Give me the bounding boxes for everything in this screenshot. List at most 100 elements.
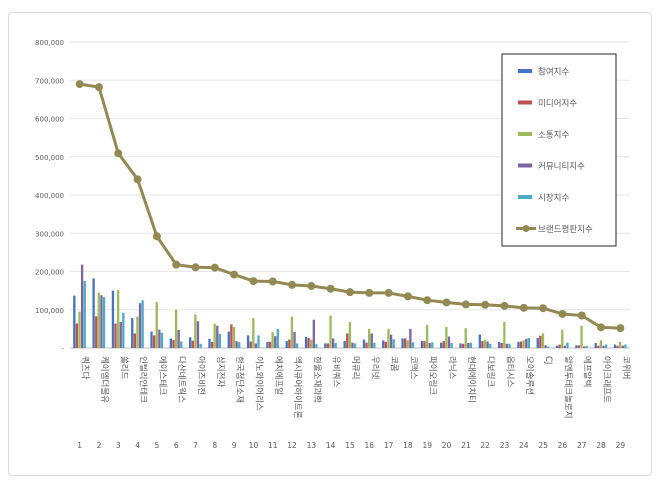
bar bbox=[331, 338, 335, 348]
bar bbox=[119, 321, 122, 348]
legend-swatch bbox=[518, 132, 532, 136]
x-rank-label: 29 bbox=[616, 441, 626, 450]
bar bbox=[368, 328, 371, 348]
bar bbox=[351, 342, 354, 348]
bar bbox=[547, 346, 550, 348]
bar bbox=[447, 336, 451, 348]
y-tick-label: 200,000 bbox=[35, 269, 64, 277]
bar bbox=[210, 341, 214, 348]
bar bbox=[152, 335, 156, 348]
bar bbox=[346, 333, 349, 348]
bar bbox=[555, 345, 559, 348]
line-point bbox=[307, 282, 316, 291]
line-point bbox=[346, 288, 354, 297]
bar bbox=[575, 345, 578, 348]
bar bbox=[370, 333, 373, 348]
legend-box bbox=[501, 53, 617, 247]
x-rank-label: 8 bbox=[212, 441, 217, 450]
bar bbox=[353, 343, 357, 348]
brand-reputation-line bbox=[75, 80, 625, 333]
line-point bbox=[481, 300, 490, 309]
bar bbox=[177, 330, 180, 348]
line-point bbox=[288, 280, 297, 289]
line-point bbox=[268, 277, 277, 286]
bar bbox=[425, 325, 429, 348]
line-point bbox=[539, 304, 548, 313]
bar bbox=[500, 343, 503, 348]
x-rank-label: 16 bbox=[365, 441, 375, 450]
bar bbox=[218, 333, 222, 348]
bar bbox=[111, 290, 115, 348]
legend-swatch bbox=[518, 195, 532, 199]
bar bbox=[92, 278, 95, 348]
bar bbox=[122, 312, 125, 348]
bar bbox=[580, 325, 583, 348]
x-category-label: 파이오링크 bbox=[427, 356, 438, 395]
legend-label: 소통지수 bbox=[538, 131, 569, 141]
bar bbox=[257, 335, 260, 348]
x-category-label: 오이솔루션 bbox=[524, 356, 535, 395]
bar bbox=[577, 345, 581, 348]
bar bbox=[517, 341, 520, 348]
bar bbox=[75, 323, 79, 348]
bar bbox=[613, 344, 617, 348]
bar bbox=[362, 339, 366, 348]
x-category-label: 쿼츠다 bbox=[80, 356, 91, 380]
bar bbox=[450, 343, 453, 348]
bar bbox=[365, 342, 368, 348]
bar bbox=[384, 341, 388, 348]
bar bbox=[445, 326, 448, 348]
bar bbox=[464, 328, 467, 348]
x-category-label: 머큐리 bbox=[350, 356, 360, 379]
bar bbox=[442, 341, 445, 348]
x-rank-label: 20 bbox=[442, 441, 452, 450]
bar bbox=[155, 302, 158, 348]
bar bbox=[597, 345, 600, 348]
x-rank-label: 28 bbox=[596, 441, 606, 450]
bar bbox=[392, 339, 395, 348]
bar bbox=[213, 323, 216, 348]
x-rank-label: 17 bbox=[384, 441, 394, 450]
bar bbox=[423, 341, 426, 348]
x-rank-label: 22 bbox=[480, 441, 490, 450]
bar bbox=[616, 345, 619, 348]
line-point bbox=[94, 83, 103, 92]
x-category-label: 다보링크 bbox=[485, 356, 496, 387]
x-rank-label: 11 bbox=[268, 441, 278, 450]
x-category-label: 우리넷 bbox=[369, 356, 379, 380]
bar bbox=[420, 341, 424, 348]
x-rank-label: 12 bbox=[287, 441, 297, 450]
bar bbox=[539, 335, 542, 348]
line-point bbox=[500, 301, 509, 310]
bar bbox=[246, 335, 250, 348]
bar bbox=[599, 340, 603, 348]
bar bbox=[563, 345, 567, 348]
bar bbox=[169, 338, 173, 348]
bar bbox=[238, 342, 241, 348]
bar bbox=[604, 344, 608, 348]
bar bbox=[602, 345, 605, 348]
bar bbox=[326, 343, 330, 348]
bar bbox=[561, 329, 564, 348]
line-point bbox=[597, 323, 606, 332]
x-category-label: 인텔리안테크 bbox=[138, 356, 149, 403]
line-point bbox=[365, 288, 374, 297]
bar bbox=[401, 338, 404, 348]
bar bbox=[594, 343, 597, 348]
legend-label: 미디어지수 bbox=[538, 98, 577, 109]
x-rank-label: 2 bbox=[97, 441, 102, 450]
line-point bbox=[114, 149, 123, 158]
x-rank-label: 6 bbox=[174, 441, 179, 450]
line-point bbox=[152, 232, 161, 241]
bar bbox=[404, 338, 407, 348]
y-tick-label: 400,000 bbox=[35, 192, 64, 200]
bar bbox=[525, 338, 528, 348]
bar bbox=[290, 316, 294, 348]
x-rank-label: 24 bbox=[519, 441, 529, 450]
bar bbox=[116, 289, 120, 348]
x-category-label: 한울소재과학 bbox=[311, 356, 322, 403]
x-category-label: CJ bbox=[543, 356, 553, 364]
bar bbox=[194, 314, 197, 348]
